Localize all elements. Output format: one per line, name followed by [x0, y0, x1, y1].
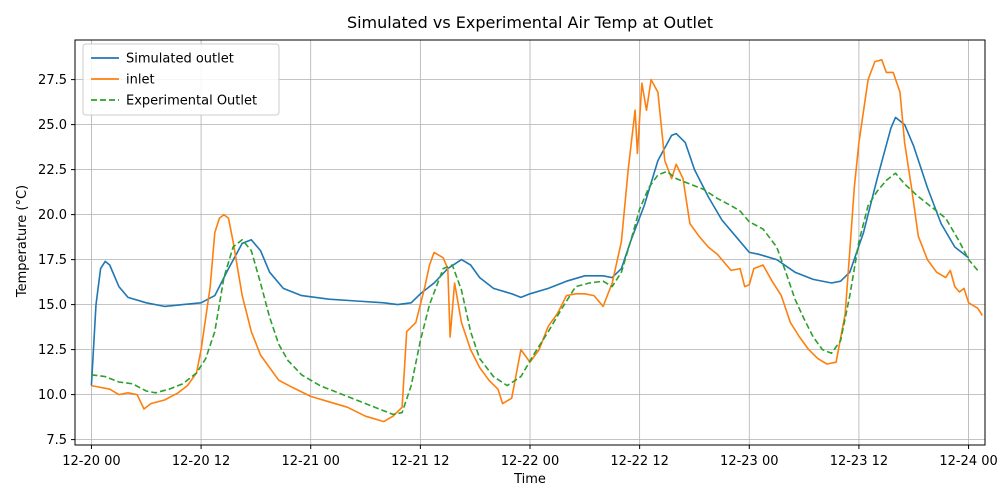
y-tick-label: 22.5 — [38, 163, 67, 178]
y-tick-label: 17.5 — [38, 253, 67, 268]
y-tick-label: 15.0 — [38, 298, 67, 313]
legend-label: inlet — [126, 73, 155, 88]
legend-label: Experimental Outlet — [126, 94, 257, 109]
series-line-experimental-outlet — [91, 170, 979, 416]
y-tick-label: 7.5 — [46, 433, 67, 448]
x-tick-label: 12-21 00 — [281, 454, 339, 469]
x-tick-label: 12-22 00 — [501, 454, 559, 469]
chart-title: Simulated vs Experimental Air Temp at Ou… — [347, 13, 713, 32]
x-tick-label: 12-21 12 — [391, 454, 449, 469]
y-tick-label: 25.0 — [38, 118, 67, 133]
y-tick-label: 20.0 — [38, 208, 67, 223]
y-tick-label: 27.5 — [38, 73, 67, 88]
x-tick-label: 12-23 12 — [830, 454, 888, 469]
plot-area: 12-20 00 12-20 12 12-21 00 12-21 12 12-22 00… — [38, 39, 998, 469]
y-tick-label: 10.0 — [38, 388, 67, 403]
x-tick-label: 12-20 00 — [62, 454, 120, 469]
x-tick-label: 12-23 00 — [720, 454, 778, 469]
series-line-inlet — [91, 59, 983, 423]
legend-label: Simulated outlet — [126, 52, 234, 67]
y-tick-label: 12.5 — [38, 343, 67, 358]
x-tick-label: 12-20 12 — [172, 454, 230, 469]
series-line-simulated-outlet — [90, 116, 970, 386]
legend: Simulated outlet inlet Experimental Outlet — [82, 43, 280, 116]
x-tick-label: 12-24 00 — [939, 454, 997, 469]
legend-box — [82, 43, 280, 116]
x-tick-label: 12-22 12 — [610, 454, 668, 469]
y-axis-title: Temperature (°C) — [15, 185, 30, 298]
x-axis-title: Time — [513, 472, 546, 487]
